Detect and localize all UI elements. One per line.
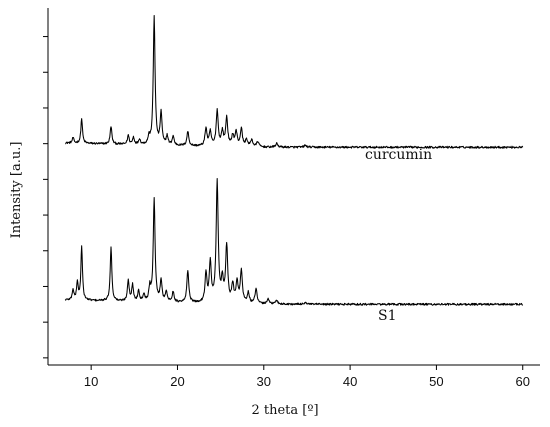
s1-trace <box>64 178 524 306</box>
x-tick-label: 50 <box>429 374 443 389</box>
x-tick-label: 20 <box>170 374 184 389</box>
x-tick-label: 30 <box>257 374 271 389</box>
y-axis-title: Intensity [a.u.] <box>9 142 24 239</box>
x-axis-title: 2 theta [º] <box>251 403 318 418</box>
plot-area: 10 20 30 40 50 60 curcumin S1 <box>43 8 540 389</box>
x-tick-label: 10 <box>84 374 98 389</box>
curcumin-trace <box>65 14 524 149</box>
x-axis-ticks: 10 20 30 40 50 60 <box>84 365 530 389</box>
x-tick-label: 60 <box>516 374 530 389</box>
curcumin-series-label: curcumin <box>365 147 432 163</box>
s1-series-label: S1 <box>378 308 397 324</box>
y-axis-ticks <box>43 36 48 359</box>
x-tick-label: 40 <box>343 374 357 389</box>
